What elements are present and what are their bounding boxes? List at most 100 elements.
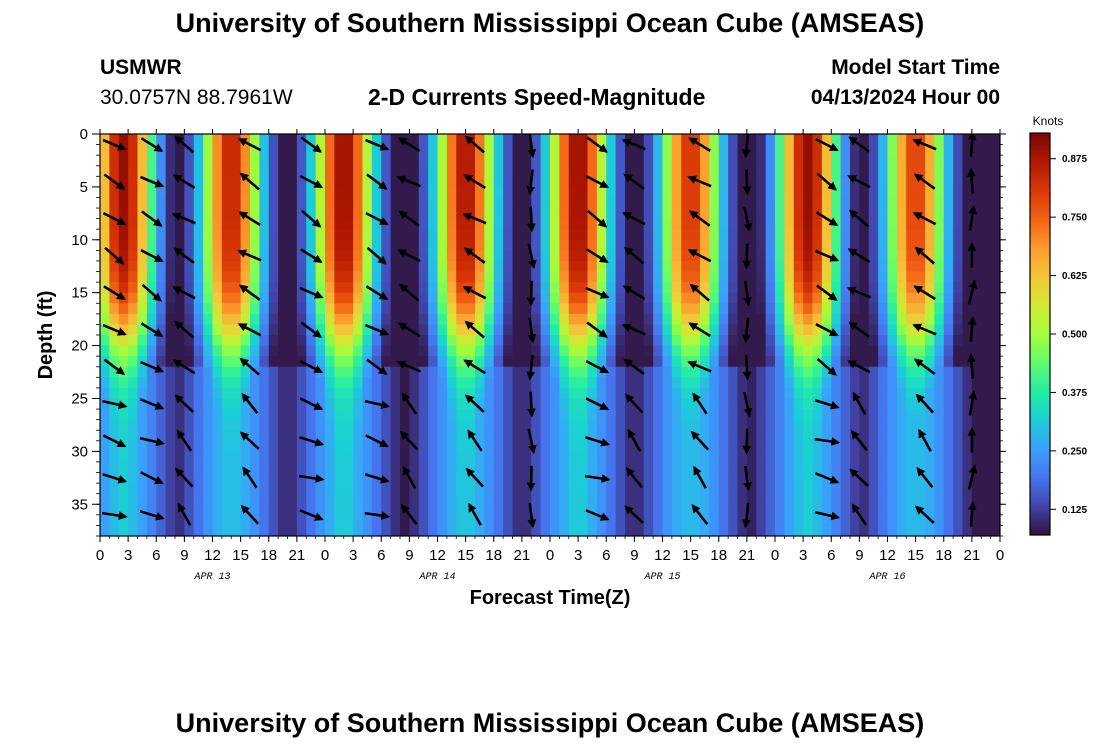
chart-subtitle: 2-D Currents Speed-Magnitude	[368, 84, 706, 110]
current-arrow	[401, 392, 418, 415]
x-tick-label: 9	[855, 547, 863, 564]
x-tick-label: 12	[204, 547, 221, 564]
current-arrow	[365, 138, 390, 151]
x-tick-label: 15	[457, 547, 474, 564]
current-arrow	[527, 428, 537, 455]
current-arrow	[743, 465, 752, 492]
current-arrow	[847, 360, 871, 374]
current-arrow	[913, 358, 936, 375]
current-arrow	[176, 429, 193, 452]
current-arrow	[916, 467, 934, 489]
y-axis-title: Depth (ft)	[35, 291, 57, 380]
current-arrow	[238, 211, 261, 227]
current-arrow	[816, 284, 838, 301]
current-arrow	[141, 210, 163, 227]
current-arrow	[814, 249, 840, 262]
x-tick-label: 12	[429, 547, 446, 564]
current-arrow	[586, 248, 609, 264]
footer-title: University of Southern Mississippi Ocean…	[175, 708, 925, 738]
y-tick-label: 35	[71, 496, 88, 513]
current-arrow	[140, 471, 164, 485]
current-arrow	[173, 247, 195, 264]
current-arrow	[462, 286, 487, 300]
colorbar-tick-label: 0.125	[1062, 505, 1087, 516]
current-arrow	[365, 434, 389, 448]
current-arrow	[622, 211, 646, 226]
current-arrow	[691, 504, 709, 526]
current-arrow	[464, 320, 485, 339]
x-tick-label: 0	[996, 547, 1004, 564]
current-arrow	[687, 360, 712, 373]
current-arrow	[816, 357, 837, 376]
current-arrow	[967, 315, 977, 342]
current-arrow	[140, 137, 164, 153]
current-arrow	[914, 505, 935, 524]
current-arrow	[848, 321, 870, 338]
current-arrow	[742, 354, 752, 381]
current-arrow	[463, 174, 486, 190]
x-tick-label: 18	[710, 547, 727, 564]
current-arrow	[300, 248, 323, 264]
current-arrow	[625, 393, 644, 414]
current-arrow	[242, 466, 258, 489]
current-arrow	[240, 504, 260, 525]
current-arrow	[849, 468, 870, 487]
current-arrow	[102, 511, 128, 520]
model-start-label: Model Start Time	[831, 56, 1000, 79]
current-arrow	[621, 323, 646, 336]
current-arrow	[967, 353, 976, 379]
current-arrow	[527, 206, 536, 233]
current-arrow	[915, 393, 935, 414]
current-arrow	[851, 503, 868, 526]
current-arrow	[398, 210, 420, 227]
current-arrow	[172, 174, 196, 190]
current-arrow	[464, 135, 485, 154]
current-arrow	[848, 209, 870, 228]
current-arrow	[814, 437, 841, 446]
current-arrow	[462, 212, 487, 225]
current-arrow	[585, 174, 610, 189]
current-arrow	[301, 209, 322, 228]
current-arrow	[239, 172, 260, 191]
current-arrow	[912, 211, 937, 226]
current-arrow	[967, 167, 976, 194]
x-tick-label: 3	[124, 547, 132, 564]
current-arrow	[743, 206, 753, 233]
current-arrow	[102, 323, 127, 336]
current-arrow	[586, 209, 608, 228]
current-arrow	[967, 279, 978, 305]
current-arrow	[102, 472, 128, 484]
current-arrow	[585, 286, 610, 299]
current-arrow	[103, 173, 126, 190]
current-arrow	[364, 511, 391, 520]
x-tick-label: 18	[260, 547, 277, 564]
current-arrow	[741, 134, 751, 159]
current-arrow	[465, 467, 485, 488]
current-arrow	[365, 285, 389, 301]
current-arrow	[743, 280, 752, 307]
current-arrow	[468, 502, 482, 526]
current-arrow	[300, 321, 323, 338]
current-arrow	[464, 394, 485, 413]
current-arrow	[139, 436, 166, 447]
colorbar-tick-label: 0.375	[1062, 388, 1087, 399]
current-arrow	[918, 428, 932, 452]
x-tick-label: 12	[654, 547, 671, 564]
current-arrow	[467, 429, 483, 452]
current-arrow	[141, 283, 162, 302]
current-arrow	[690, 430, 710, 451]
current-arrow	[586, 321, 608, 338]
x-tick-label: 3	[349, 547, 357, 564]
current-arrow	[846, 286, 871, 299]
model-start-value: 04/13/2024 Hour 00	[810, 86, 1000, 109]
current-arrow	[366, 246, 387, 265]
x-axis-title: Forecast Time(Z)	[470, 587, 631, 609]
current-arrow	[585, 360, 610, 374]
current-arrow	[689, 283, 710, 302]
current-arrow	[527, 243, 537, 270]
colorbar: Knots 0.125 0.250 0.375 0.500 0.625 0.750 0.87…	[1029, 114, 1087, 536]
x-tick-label: 21	[964, 547, 981, 564]
current-arrow	[400, 504, 418, 526]
x-tick-label: 18	[485, 547, 502, 564]
